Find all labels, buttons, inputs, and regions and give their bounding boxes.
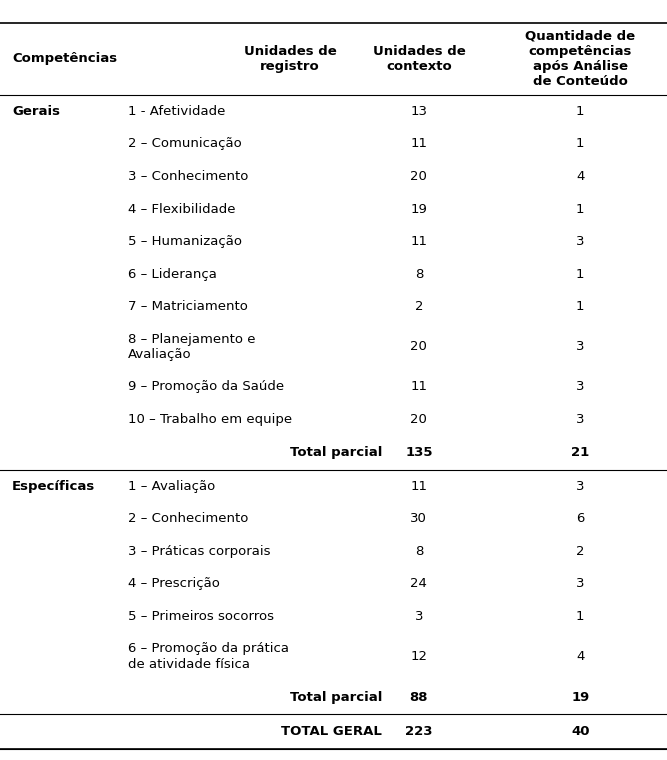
Text: 8 – Planejamento e
Avaliação: 8 – Planejamento e Avaliação bbox=[128, 333, 255, 361]
Text: 88: 88 bbox=[410, 691, 428, 704]
Text: 3 – Práticas corporais: 3 – Práticas corporais bbox=[128, 545, 271, 558]
Text: 40: 40 bbox=[571, 725, 590, 738]
Text: 1: 1 bbox=[576, 300, 584, 313]
Text: 4 – Prescrição: 4 – Prescrição bbox=[128, 578, 220, 591]
Text: 19: 19 bbox=[571, 691, 590, 704]
Text: Competências: Competências bbox=[12, 52, 117, 65]
Text: 2 – Comunicação: 2 – Comunicação bbox=[128, 138, 242, 150]
Text: 9 – Promoção da Saúde: 9 – Promoção da Saúde bbox=[128, 380, 284, 393]
Text: 30: 30 bbox=[410, 512, 428, 525]
Text: 5 – Humanização: 5 – Humanização bbox=[128, 235, 242, 249]
Text: 223: 223 bbox=[405, 725, 433, 738]
Text: Gerais: Gerais bbox=[12, 105, 60, 118]
Text: 2 – Conhecimento: 2 – Conhecimento bbox=[128, 512, 248, 525]
Text: 11: 11 bbox=[410, 235, 428, 249]
Text: Unidades de
registro: Unidades de registro bbox=[243, 45, 337, 73]
Text: 3: 3 bbox=[576, 235, 584, 249]
Text: 3: 3 bbox=[576, 480, 584, 492]
Text: 1: 1 bbox=[576, 203, 584, 216]
Text: 5 – Primeiros socorros: 5 – Primeiros socorros bbox=[128, 610, 274, 623]
Text: 1: 1 bbox=[576, 105, 584, 118]
Text: 1: 1 bbox=[576, 610, 584, 623]
Text: 7 – Matriciamento: 7 – Matriciamento bbox=[128, 300, 248, 313]
Text: 4: 4 bbox=[576, 170, 584, 183]
Text: 1: 1 bbox=[576, 268, 584, 280]
Text: Total parcial: Total parcial bbox=[290, 446, 382, 459]
Text: Total parcial: Total parcial bbox=[290, 691, 382, 704]
Text: 20: 20 bbox=[410, 413, 428, 426]
Text: 3 – Conhecimento: 3 – Conhecimento bbox=[128, 170, 248, 183]
Text: 11: 11 bbox=[410, 380, 428, 393]
Text: 1 – Avaliação: 1 – Avaliação bbox=[128, 480, 215, 492]
Text: 13: 13 bbox=[410, 105, 428, 118]
Text: 3: 3 bbox=[576, 578, 584, 591]
Text: 8: 8 bbox=[415, 545, 423, 558]
Text: 3: 3 bbox=[576, 340, 584, 353]
Text: 3: 3 bbox=[415, 610, 423, 623]
Text: 3: 3 bbox=[576, 380, 584, 393]
Text: Quantidade de
competências
após Análise
de Conteúdo: Quantidade de competências após Análise … bbox=[525, 30, 636, 88]
Text: 6 – Promoção da prática
de atividade física: 6 – Promoção da prática de atividade fís… bbox=[128, 642, 289, 671]
Text: 2: 2 bbox=[576, 545, 584, 558]
Text: 10 – Trabalho em equipe: 10 – Trabalho em equipe bbox=[128, 413, 292, 426]
Text: 12: 12 bbox=[410, 650, 428, 663]
Text: TOTAL GERAL: TOTAL GERAL bbox=[281, 725, 382, 738]
Text: 8: 8 bbox=[415, 268, 423, 280]
Text: 1 - Afetividade: 1 - Afetividade bbox=[128, 105, 225, 118]
Text: 4 – Flexibilidade: 4 – Flexibilidade bbox=[128, 203, 235, 216]
Text: 20: 20 bbox=[410, 340, 428, 353]
Text: 21: 21 bbox=[571, 446, 590, 459]
Text: Específicas: Específicas bbox=[12, 480, 95, 492]
Text: 11: 11 bbox=[410, 138, 428, 150]
Text: 19: 19 bbox=[410, 203, 428, 216]
Text: 6: 6 bbox=[576, 512, 584, 525]
Text: 6 – Liderança: 6 – Liderança bbox=[128, 268, 217, 280]
Text: 11: 11 bbox=[410, 480, 428, 492]
Text: 20: 20 bbox=[410, 170, 428, 183]
Text: 4: 4 bbox=[576, 650, 584, 663]
Text: 1: 1 bbox=[576, 138, 584, 150]
Text: 2: 2 bbox=[415, 300, 423, 313]
Text: Unidades de
contexto: Unidades de contexto bbox=[372, 45, 466, 73]
Text: 24: 24 bbox=[410, 578, 428, 591]
Text: 135: 135 bbox=[405, 446, 433, 459]
Text: 3: 3 bbox=[576, 413, 584, 426]
